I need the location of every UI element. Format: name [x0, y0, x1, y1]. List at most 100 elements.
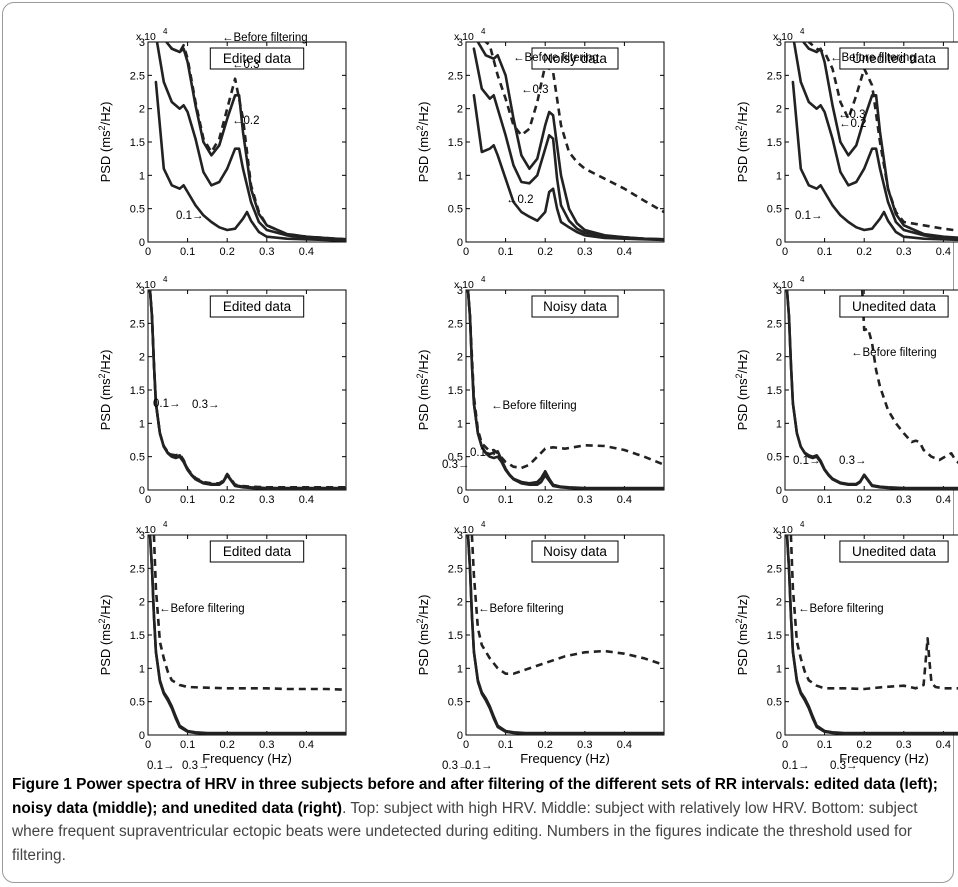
x-tick-label: 0: [782, 246, 788, 258]
x-axis-label: Frequency (Hz): [520, 751, 610, 766]
panel-title-box: [209, 540, 305, 563]
annotation-label: 0.1→: [176, 210, 204, 222]
y-multiplier: x 10: [773, 524, 793, 536]
annotation-label: 0.3→: [839, 455, 867, 467]
y-tick-label: 3: [457, 37, 463, 49]
series-line: [164, 42, 346, 241]
y-tick-label: 2.5: [767, 563, 782, 575]
y-tick-label: 0: [139, 730, 145, 742]
y-tick-label: 1.5: [448, 137, 463, 149]
y-exponent: 4: [481, 275, 486, 284]
annotation-label: ←Before filtering: [851, 347, 937, 359]
x-tick-label: 0.4: [617, 739, 632, 751]
x-tick-label: 0.3: [896, 246, 911, 258]
plot-area: [147, 41, 347, 243]
series-line: [466, 290, 664, 490]
x-tick-label: 0: [463, 739, 469, 751]
y-tick-label: 0: [457, 237, 463, 249]
x-tick-label: 0.4: [936, 246, 951, 258]
annotation-label: 0.1→: [793, 455, 821, 467]
y-tick-label: 1: [139, 663, 145, 675]
y-multiplier: x 10: [136, 524, 156, 536]
x-tick-label: 0: [782, 739, 788, 751]
x-tick-label: 0: [782, 494, 788, 506]
caption-title: Power spectra of HRV in three subjects b…: [12, 776, 938, 817]
series-line: [476, 42, 664, 241]
y-tick-label: 2: [139, 104, 145, 116]
x-tick-label: 0.2: [538, 494, 553, 506]
y-tick-label: 3: [457, 285, 463, 297]
y-tick-label: 2.5: [767, 318, 782, 330]
panel-title-box: [531, 47, 619, 70]
series-line: [472, 47, 664, 241]
y-axis-label: PSD (ms2/Hz): [97, 595, 113, 676]
figure-caption: Figure 1 Power spectra of HRV in three s…: [12, 773, 950, 867]
x-tick-label: 0.4: [617, 494, 632, 506]
annotation-label: ←0.3: [521, 84, 549, 96]
panel-title-box: [209, 295, 305, 318]
y-tick-label: 1.5: [130, 385, 145, 397]
chart-panel-middle-right: 0 0.5 1 1.5 2 2.5 3 0 0.1 0.2 0.3 0.4 x 10 4 PSD (ms2/…: [734, 275, 958, 506]
x-tick-label: 0.2: [538, 246, 553, 258]
y-tick-label: 3: [776, 530, 782, 542]
x-tick-label: 0.3: [577, 739, 592, 751]
annotation-label: 0.1→: [795, 210, 823, 222]
x-tick-label: 0: [463, 494, 469, 506]
annotation-label: ←0.3: [838, 109, 866, 121]
panel-title: Noisy data: [543, 544, 607, 559]
plot-area: [784, 534, 958, 736]
y-tick-label: 1: [139, 170, 145, 182]
x-tick-label: 0.4: [617, 246, 632, 258]
y-tick-label: 2: [776, 597, 782, 609]
x-tick-label: 0.2: [220, 739, 235, 751]
annotation-label: 0.1→: [147, 760, 175, 770]
y-tick-label: 1.5: [767, 137, 782, 149]
x-tick-label: 0.1: [817, 246, 832, 258]
x-tick-label: 0.1: [498, 739, 513, 751]
x-tick-label: 0.1: [817, 494, 832, 506]
y-multiplier: x 10: [136, 279, 156, 291]
annotation-label: 0.3→: [830, 760, 858, 770]
y-tick-label: 2.5: [130, 563, 145, 575]
annotation-label: 0.3→: [182, 760, 210, 770]
panel-title-box: [839, 540, 949, 563]
annotation-label: ←Before filtering: [478, 603, 564, 615]
y-multiplier: x 10: [773, 279, 793, 291]
annotation-label: 0.1→: [470, 447, 498, 459]
x-tick-label: 0.2: [857, 246, 872, 258]
y-tick-label: 2.5: [130, 318, 145, 330]
plot-area: [465, 534, 665, 736]
y-axis-label: PSD (ms2/Hz): [734, 595, 750, 676]
series-line: [807, 42, 958, 232]
x-tick-label: 0.2: [857, 494, 872, 506]
x-tick-label: 0.4: [299, 246, 314, 258]
y-tick-label: 1.5: [448, 385, 463, 397]
chart-panel-top-left: 0 0.5 1 1.5 2 2.5 3 0 0.1 0.2 0.3 0.4 x 10 4 PSD (ms2/…: [97, 27, 347, 258]
y-tick-label: 0: [776, 237, 782, 249]
y-tick-label: 1: [776, 663, 782, 675]
y-exponent: 4: [800, 27, 805, 36]
y-exponent: 4: [481, 520, 486, 529]
series-line: [470, 535, 664, 676]
y-multiplier: x 10: [454, 524, 474, 536]
plot-area: [784, 41, 958, 243]
y-tick-label: 0.5: [130, 204, 145, 216]
panel-title: Unedited data: [852, 544, 937, 559]
y-axis-label: PSD (ms2/Hz): [415, 350, 431, 431]
annotation-label: ←0.2: [232, 115, 260, 127]
y-axis-label: PSD (ms2/Hz): [415, 595, 431, 676]
y-tick-label: 0.5: [448, 452, 463, 464]
y-tick-label: 3: [776, 285, 782, 297]
x-tick-label: 0.3: [259, 246, 274, 258]
series-line: [466, 535, 664, 735]
y-tick-label: 0.5: [130, 697, 145, 709]
y-tick-label: 2: [457, 104, 463, 116]
y-tick-label: 2: [776, 352, 782, 364]
y-exponent: 4: [481, 27, 486, 36]
x-tick-label: 0: [463, 246, 469, 258]
y-axis-label: PSD (ms2/Hz): [97, 102, 113, 183]
y-tick-label: 0: [139, 485, 145, 497]
series-line: [785, 535, 958, 735]
y-multiplier: x 10: [454, 31, 474, 43]
x-tick-label: 0.2: [220, 494, 235, 506]
